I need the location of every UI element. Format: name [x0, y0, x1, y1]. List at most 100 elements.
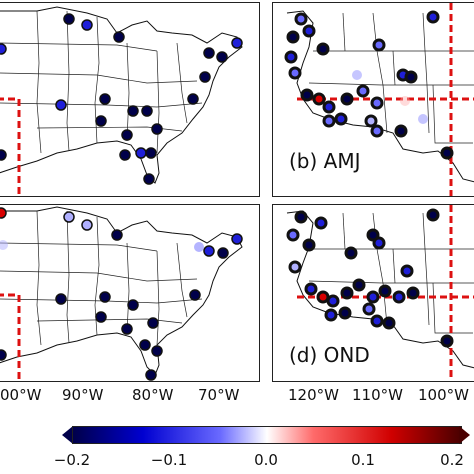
state-lines [0, 210, 203, 346]
station-marker [302, 238, 316, 252]
station-markers [0, 207, 243, 381]
station-marker [404, 70, 418, 84]
panel-c-map [0, 204, 260, 382]
station-marker-faint [400, 96, 410, 106]
station-marker [231, 233, 243, 245]
station-marker [0, 349, 7, 361]
colorbar-tick-label: 0.2 [440, 451, 464, 469]
station-marker [55, 293, 67, 305]
panel-a-map [0, 2, 260, 197]
station-marker [286, 228, 300, 242]
station-marker [366, 290, 380, 304]
station-marker [440, 334, 454, 348]
x-tick-label: 70°W [198, 386, 240, 404]
station-marker [95, 115, 107, 127]
station-marker [187, 93, 199, 105]
station-marker [99, 93, 111, 105]
station-marker [370, 314, 384, 328]
station-marker [119, 149, 131, 161]
station-marker [370, 124, 384, 138]
station-marker [0, 43, 7, 55]
station-marker [324, 308, 338, 322]
station-marker [199, 71, 211, 83]
station-marker [139, 339, 151, 351]
x-tick-label: 80°W [132, 386, 174, 404]
station-marker [127, 105, 139, 117]
station-marker [286, 30, 300, 44]
station-marker [322, 114, 336, 128]
station-marker [326, 294, 340, 308]
station-marker [81, 219, 93, 231]
x-tick-label: 120°W [288, 386, 339, 404]
station-marker [322, 100, 336, 114]
station-marker [143, 173, 155, 185]
station-marker [426, 10, 440, 24]
station-marker [121, 323, 133, 335]
station-marker [216, 51, 228, 63]
station-marker [356, 84, 370, 98]
panel-d-label: (d) OND [287, 343, 372, 367]
station-marker [372, 38, 386, 52]
panel-d-map: (d) OND [272, 204, 474, 382]
station-marker [316, 290, 330, 304]
station-marker [95, 311, 107, 323]
station-marker [127, 299, 139, 311]
station-marker [362, 302, 376, 316]
station-marker [151, 345, 163, 357]
station-marker [334, 112, 348, 126]
map-east-bottom [0, 206, 243, 381]
station-marker [121, 129, 133, 141]
station-marker [203, 245, 215, 257]
colorbar-tick-label: 0.1 [351, 451, 375, 469]
station-marker [364, 114, 378, 128]
station-marker [392, 290, 406, 304]
station-marker [440, 146, 454, 160]
station-marker [394, 124, 408, 138]
colorbar-gradient [72, 426, 462, 444]
station-marker-faint [194, 242, 204, 252]
x-tick-label: 00°W [0, 386, 42, 404]
panel-b-label: (b) AMJ [287, 149, 363, 173]
station-marker [426, 208, 440, 222]
colorbar-min-extension [62, 426, 73, 444]
colorbar [62, 426, 470, 444]
station-marker [382, 316, 396, 330]
station-marker [203, 47, 215, 59]
state-lines [308, 12, 474, 144]
station-marker [151, 123, 163, 135]
station-marker [294, 210, 308, 224]
station-marker-faint [0, 240, 8, 250]
station-markers [284, 10, 454, 160]
map-west-top [284, 3, 474, 196]
station-marker [316, 42, 330, 56]
station-marker [141, 105, 153, 117]
station-marker [340, 286, 354, 300]
map-west-bottom [286, 205, 474, 381]
station-marker [145, 147, 157, 159]
state-lines [0, 10, 203, 154]
station-marker [63, 13, 75, 25]
station-marker [111, 229, 123, 241]
x-tick-label: 110°W [352, 386, 403, 404]
station-marker-faint [418, 114, 428, 124]
x-tick-label: 90°W [62, 386, 104, 404]
station-marker [352, 278, 366, 292]
station-markers [0, 13, 243, 185]
station-marker [312, 92, 326, 106]
station-marker [63, 211, 75, 223]
station-marker [304, 282, 318, 296]
station-marker [0, 149, 7, 161]
station-marker [217, 247, 229, 259]
colorbar-tick-label: 0.0 [254, 451, 278, 469]
station-marker [0, 207, 7, 219]
station-marker [370, 96, 384, 110]
station-marker [378, 284, 392, 298]
station-marker [288, 66, 302, 80]
station-marker [147, 317, 159, 329]
station-marker [302, 24, 316, 38]
faded-markers [352, 70, 428, 124]
station-marker [231, 37, 243, 49]
station-marker [294, 12, 308, 26]
station-marker [113, 31, 125, 43]
map-east-top [0, 6, 243, 196]
